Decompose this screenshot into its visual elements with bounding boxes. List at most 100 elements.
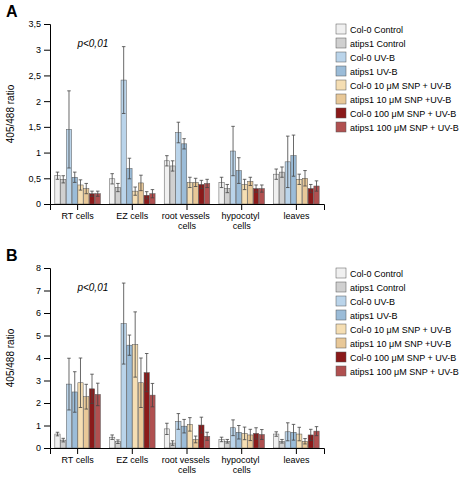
error-bar-cap bbox=[171, 440, 175, 441]
error-bar-line bbox=[80, 180, 81, 190]
error-bar-line bbox=[172, 161, 173, 171]
error-bar-line bbox=[140, 175, 141, 190]
error-bar bbox=[309, 184, 313, 192]
legend-swatch bbox=[336, 296, 346, 306]
tick: EZ cells bbox=[116, 448, 149, 465]
tick-mark bbox=[44, 336, 50, 337]
tick-label: EZ cells bbox=[116, 211, 149, 221]
legend-item: atips1 Control bbox=[336, 282, 406, 293]
error-bar bbox=[237, 158, 241, 184]
error-bar-cap bbox=[128, 335, 132, 336]
error-bar-line bbox=[178, 414, 179, 430]
tick-mark bbox=[44, 101, 50, 102]
error-bar bbox=[194, 436, 198, 443]
error-bar bbox=[110, 435, 114, 440]
series bbox=[61, 161, 285, 204]
error-bar bbox=[315, 181, 319, 191]
tick-mark bbox=[241, 448, 242, 454]
tick-label: 3,5 bbox=[28, 19, 41, 29]
error-bar-cap bbox=[309, 440, 313, 441]
error-bar-cap bbox=[194, 442, 198, 443]
error-bar-cap bbox=[90, 191, 94, 192]
tick: 1,5 bbox=[28, 122, 50, 132]
error-bar-cap bbox=[188, 417, 192, 418]
error-bar bbox=[254, 428, 258, 439]
error-bar-cap bbox=[96, 191, 100, 192]
series bbox=[78, 312, 302, 448]
error-bar-line bbox=[117, 440, 118, 444]
series bbox=[72, 135, 296, 204]
error-bar-cap bbox=[84, 384, 88, 385]
legend-label: atips1 Control bbox=[350, 283, 406, 293]
error-bar-cap bbox=[303, 443, 307, 444]
error-bar bbox=[171, 161, 175, 171]
error-bar-cap bbox=[79, 179, 83, 180]
legend-swatch bbox=[336, 24, 346, 34]
error-bar-cap bbox=[260, 184, 264, 185]
error-bar-line bbox=[201, 180, 202, 188]
tick-mark bbox=[44, 50, 50, 51]
marks bbox=[55, 283, 319, 448]
error-bar-cap bbox=[237, 157, 241, 158]
error-bar bbox=[220, 177, 224, 187]
error-bar-cap bbox=[145, 191, 149, 192]
tick-label: root vessels cells bbox=[162, 211, 213, 231]
tick-label: 1 bbox=[36, 148, 41, 158]
series bbox=[78, 174, 302, 204]
legend-swatch bbox=[336, 268, 346, 278]
error-bar-line bbox=[80, 358, 81, 408]
tick-label: 1 bbox=[36, 421, 41, 431]
error-bar-cap bbox=[292, 424, 296, 425]
error-bar bbox=[254, 185, 258, 192]
tick: 2 bbox=[36, 398, 50, 408]
error-bar-cap bbox=[73, 182, 77, 183]
error-bar-line bbox=[250, 177, 251, 185]
error-bar bbox=[260, 185, 264, 192]
legend: Col-0 Controlatips1 ControlCol-0 UV-Bati… bbox=[336, 24, 459, 133]
error-bar-line bbox=[166, 156, 167, 166]
error-bar-line bbox=[166, 423, 167, 434]
tick: EZ cells bbox=[116, 204, 149, 221]
error-bar bbox=[139, 358, 143, 408]
error-bar bbox=[188, 177, 192, 187]
error-bar-cap bbox=[231, 175, 235, 176]
tick: RT cells bbox=[62, 204, 95, 221]
error-bar-line bbox=[250, 429, 251, 440]
tick-label: EZ cells bbox=[116, 455, 149, 465]
error-bar bbox=[128, 158, 132, 179]
error-bar-cap bbox=[177, 429, 181, 430]
error-bar-line bbox=[152, 190, 153, 198]
error-bar-cap bbox=[67, 90, 71, 91]
legend-item: atips1 UV-B bbox=[336, 66, 398, 77]
error-bar bbox=[226, 184, 230, 192]
error-bar-cap bbox=[309, 429, 313, 430]
error-bar bbox=[231, 126, 235, 175]
error-bar-cap bbox=[220, 437, 224, 438]
error-bar-cap bbox=[96, 196, 100, 197]
tick-label: 2,5 bbox=[28, 71, 41, 81]
error-bar-cap bbox=[171, 445, 175, 446]
error-bar-cap bbox=[128, 178, 132, 179]
legend-label: Col-0 Control bbox=[350, 269, 403, 279]
plot-area: 00,511,522,533,5RT cellsEZ cellsroot ves… bbox=[5, 19, 325, 231]
tick-label: 5 bbox=[36, 331, 41, 341]
tick: 0,5 bbox=[28, 174, 50, 184]
error-bar-cap bbox=[200, 188, 204, 189]
error-bar bbox=[274, 169, 278, 179]
error-bar bbox=[280, 439, 284, 443]
error-bar bbox=[188, 418, 192, 432]
legend: Col-0 Controlatips1 ControlCol-0 UV-Bati… bbox=[336, 268, 459, 377]
error-bar-cap bbox=[96, 383, 100, 384]
error-bar-cap bbox=[297, 427, 301, 428]
bar bbox=[279, 172, 284, 204]
error-bar-cap bbox=[56, 435, 60, 436]
error-bar-cap bbox=[249, 177, 253, 178]
error-bar-cap bbox=[73, 172, 77, 173]
error-bar bbox=[237, 426, 241, 440]
error-bar-cap bbox=[303, 438, 307, 439]
error-bar-cap bbox=[128, 355, 132, 356]
error-bar-cap bbox=[122, 113, 126, 114]
error-bar-line bbox=[233, 420, 234, 436]
error-bar bbox=[194, 178, 198, 186]
panel-label: A bbox=[6, 3, 18, 20]
